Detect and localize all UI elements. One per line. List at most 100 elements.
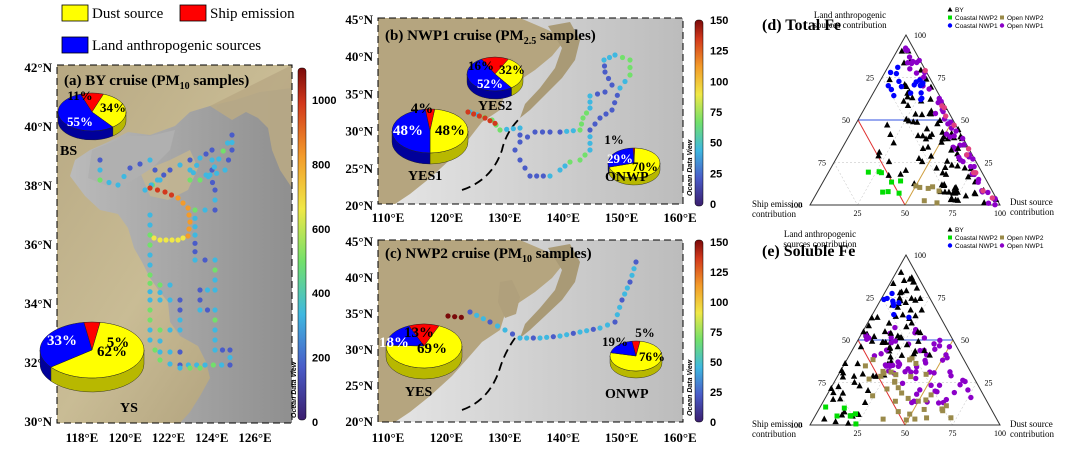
ternary-point [865, 169, 871, 175]
ternary-point [874, 313, 881, 320]
track-point [154, 187, 161, 193]
ternary-point [886, 76, 893, 83]
pie-slice-dust [91, 93, 127, 128]
lat-tick-label: 40°N [345, 49, 373, 64]
colorbar-tick-label: 200 [312, 353, 330, 365]
ternary-point [836, 395, 844, 402]
legend-label: Open NWP1 [1007, 23, 1044, 30]
lon-tick-label: 122°E [152, 430, 185, 445]
ternary-point [946, 344, 953, 350]
ternary-point [821, 415, 828, 422]
track-point [212, 187, 218, 193]
panel-c-lon-ticks: 110°E 120°E 130°E 140°E 150°E 160°E [372, 430, 697, 445]
track-point [458, 314, 464, 320]
ternary-point [903, 341, 911, 348]
track-point [154, 177, 161, 183]
ternary-point [902, 298, 909, 305]
track-point [227, 354, 233, 361]
ternary-point [898, 83, 905, 90]
colorbar-tick-label: 125 [710, 267, 728, 279]
ternary-point [903, 417, 909, 423]
ternary-point [917, 294, 924, 301]
track-point [212, 197, 218, 203]
track-point [197, 177, 203, 183]
ternary-point [906, 314, 912, 320]
track-point [622, 291, 628, 297]
ternary-point [904, 102, 912, 109]
ternary-point [862, 363, 868, 369]
legend-label: BY [955, 7, 964, 14]
track-point [445, 313, 451, 319]
panel-a-colorbar: 1000 800 600 400 200 0 Ocean Data View [291, 67, 336, 429]
ternary-point [883, 363, 889, 369]
pie-slice-land [466, 58, 512, 92]
ternary-soluble-fe: 100 75 50 25 100 75 50 25 25 50 75 100 [790, 251, 1006, 438]
lon-tick-label: 130°E [488, 210, 521, 225]
ternary-point [887, 353, 894, 360]
ternary-point [841, 360, 849, 367]
track-point [212, 327, 218, 333]
track-point [567, 159, 573, 165]
ternary-point [907, 90, 914, 96]
panel-e-right-label-1: Dust source [1010, 419, 1053, 429]
ternary-point [913, 375, 919, 382]
lon-tick-label: 150°E [605, 430, 638, 445]
ternary-point [864, 387, 872, 394]
track-point [137, 161, 143, 167]
ternary-point [888, 86, 895, 93]
track-point [212, 287, 218, 293]
track-point [517, 157, 523, 163]
lat-tick-label: 30°N [24, 414, 52, 429]
track-point [614, 312, 620, 318]
region-label-onwp-b: ONWP [605, 170, 649, 185]
ternary-point [951, 133, 957, 139]
ternary-point [960, 377, 966, 384]
ternary-tick-label: 50 [901, 209, 909, 218]
ternary-point [934, 200, 940, 206]
lat-tick-label: 35°N [345, 86, 373, 101]
ternary-point [890, 139, 897, 146]
ternary-point [914, 328, 922, 335]
ternary-point [911, 398, 917, 404]
ternary-point [907, 411, 913, 417]
ternary-point [888, 334, 894, 341]
pie-charts: 11%34%55%5%62%33%16% 32%52%4%48%48%1%70%2… [39, 56, 665, 393]
track-point [564, 332, 570, 338]
ternary-point [870, 393, 876, 399]
ternary-point [848, 413, 854, 419]
ternary-point [881, 296, 887, 303]
track-point [167, 349, 173, 355]
panel-c-lat-ticks: 45°N 40°N 35°N 30°N 25°N 20°N [345, 234, 373, 429]
ternary-point [890, 279, 897, 286]
panel-d-right-label-1: Dust source [1010, 197, 1053, 207]
track-point [157, 282, 163, 288]
track-point [167, 167, 173, 173]
ternary-tick-label: 50 [842, 336, 850, 345]
ternary-point [856, 382, 863, 389]
pie-label-ship: 1% [604, 132, 624, 147]
panel-a-title-text: (a) BY cruise (PM10 samples) [64, 73, 249, 92]
ternary-point [913, 183, 919, 189]
ternary-point [861, 398, 869, 405]
ternary-point [898, 351, 906, 358]
track-point [225, 157, 232, 163]
track-point [157, 357, 163, 363]
ternary-point [907, 66, 913, 72]
legend-label: Coastal NWP2 [955, 15, 998, 22]
ternary-point [907, 306, 914, 313]
ternary-point [904, 93, 911, 100]
ternary-point [905, 366, 911, 372]
track-point [192, 240, 198, 246]
ternary-point [905, 395, 911, 401]
panel-c-dashed-boundary [461, 337, 516, 411]
ternary-point [932, 110, 939, 117]
ternary-point [923, 75, 930, 82]
ternary-point [975, 179, 981, 185]
track-point [127, 165, 133, 171]
panel-d-right-label-2: contribution [1010, 207, 1054, 217]
ternary-point [839, 373, 847, 380]
track-point [580, 115, 586, 121]
lat-tick-label: 42°N [24, 60, 52, 75]
track-point [471, 111, 477, 117]
